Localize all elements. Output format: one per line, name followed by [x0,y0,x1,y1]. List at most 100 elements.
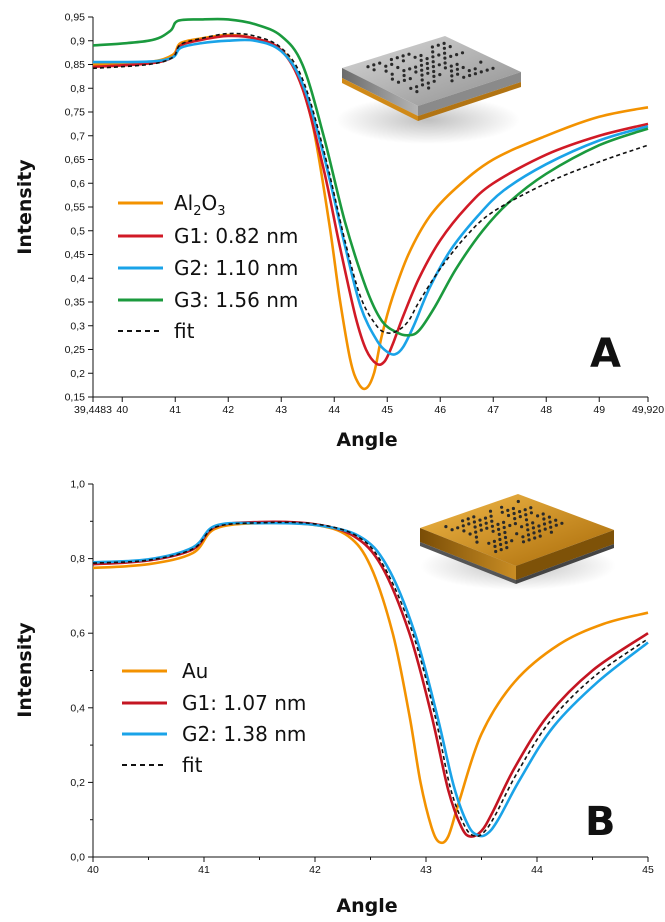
molecule-dot [521,540,526,544]
molecule-dot [419,58,423,63]
molecule-dot [502,525,506,530]
molecule-dot [430,45,434,49]
molecule-dot [449,64,453,68]
molecule-dot [524,513,528,517]
molecule-dot [533,536,537,540]
molecule-dot [473,67,477,71]
y-tick-label-b: 0,2 [70,777,85,789]
x-tick-label-a: 40 [116,404,128,416]
molecule-dot [510,539,514,543]
series-line-a-0 [92,33,649,391]
molecule-dot [455,67,459,71]
y-tick-label-b: 0,8 [70,553,85,565]
molecule-dot [462,75,466,79]
molecule-dot [461,524,465,528]
molecule-dot [541,512,545,516]
molecule-dot [443,51,447,55]
molecule-dot [513,522,518,526]
molecule-dot [450,528,454,532]
molecule-dot [520,525,524,529]
molecule-dot [484,521,488,525]
molecule-dot [437,63,441,67]
y-tick-label-a: 0,3 [70,320,85,332]
molecule-dot [426,66,430,70]
molecule-dot [420,78,424,82]
molecule-dot [444,525,448,529]
y-tick-label-b: 1,0 [70,479,85,491]
x-tick-label-a: 47 [487,404,499,416]
legend-a: Al2O3 G1: 0.82 nm G2: 1.10 nm G3: 1.56 n… [118,191,298,343]
molecule-dot [442,41,446,46]
molecule-dot [532,531,536,535]
y-tick-label-a: 0,4 [70,273,85,285]
molecule-dot [427,86,431,90]
molecule-dot [498,537,502,542]
series-line-a-1 [92,34,649,366]
molecule-dot [548,520,552,524]
molecule-dot [426,81,430,85]
molecule-dot [554,523,558,527]
molecule-dot [492,539,496,544]
x-tick-label-a: 43 [275,404,287,416]
series-lines-b [92,520,649,845]
y-tick-label-b: 0,6 [70,628,85,640]
molecule-dot [490,524,494,528]
molecule-dot [529,511,534,515]
molecule-dot [466,517,470,521]
molecule-dot [526,533,531,537]
molecule-dot [402,78,406,82]
molecule-dot [425,57,429,61]
legend-label-al2o3: Al2O3 [174,191,226,219]
molecule-dot [524,518,529,522]
molecule-dot [543,527,547,531]
molecule-dot [549,525,553,529]
molecule-dot [496,522,500,527]
molecule-dot [456,526,460,530]
molecule-dot [402,73,406,78]
y-tick-label-a: 0,9 [70,35,85,47]
panel-label-b: B [585,799,616,845]
legend-label-fit-a: fit [174,319,195,343]
molecule-dot [378,61,382,65]
chart-panel-b: 0,0 0,2 0,4 0,6 0,8 1,0 40 41 42 43 44 45 Au G1: 1.… [14,479,654,918]
molecule-dot [542,517,546,521]
molecule-dot [425,61,429,66]
molecule-dot [415,85,419,89]
y-tick-label-a: 0,75 [65,107,86,119]
molecule-dot [479,60,483,64]
molecule-dot [488,509,493,513]
molecule-dot [503,535,508,540]
molecule-dot [431,50,435,54]
molecule-dot [513,517,517,521]
molecule-dot [438,73,442,77]
molecule-dot [473,72,477,76]
molecule-dot [467,69,471,73]
molecule-dot [426,71,430,75]
molecule-dot [414,70,418,74]
molecule-dot [506,513,511,518]
molecule-dot [518,510,522,514]
molecule-dot [419,63,424,67]
molecule-dot [537,524,541,528]
molecule-dot [549,530,554,534]
molecule-dot [419,53,423,58]
molecule-dot [518,515,522,519]
series-line-a-2 [92,38,649,356]
chart-panel-a: 0,15 0,2 0,25 0,3 0,35 0,4 0,45 0,5 0,55 0,6 0,65 0… [14,12,664,452]
molecule-dot [515,532,519,536]
series-line-b-0 [92,521,649,845]
molecule-dot [500,510,504,514]
molecule-dot [467,522,471,526]
y-tick-label-a: 0,85 [65,59,86,71]
y-tick-label-a: 0,45 [65,249,86,261]
molecule-dot [472,515,476,519]
molecule-dot [384,64,388,68]
x-tick-label-a: 46 [434,404,446,416]
x-tick-label-b: 40 [87,864,99,876]
molecule-dot [408,77,412,81]
y-tick-label-a: 0,25 [65,344,86,356]
molecule-dot [420,68,424,72]
x-tick-label-a: 45 [381,404,393,416]
molecule-dot [437,53,441,57]
molecule-dot [462,529,466,533]
